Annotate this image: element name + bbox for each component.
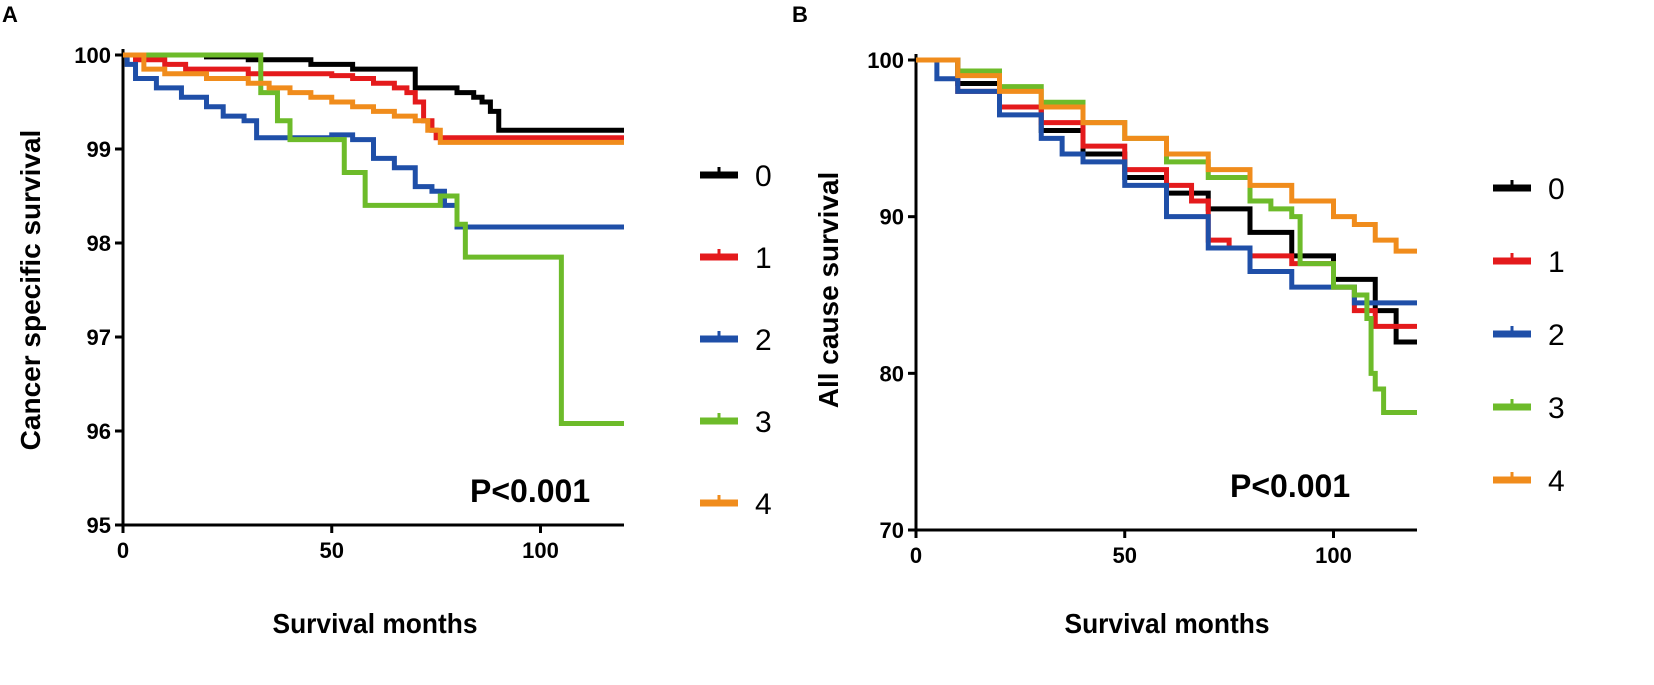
panel-a-x-tick-label: 0 xyxy=(117,538,129,563)
panel-b-y-tick-label: 80 xyxy=(880,361,904,386)
panel-a-legend-item-2: 2 xyxy=(700,324,772,357)
panel-a-y-tick-label: 100 xyxy=(74,43,111,68)
panel-a-y-tick-label: 98 xyxy=(87,231,111,256)
panel-a-legend-label: 1 xyxy=(755,242,772,275)
panel-a-legend-label: 0 xyxy=(755,160,772,193)
panel-a-x-tick-label: 100 xyxy=(522,538,559,563)
panel-a-pvalue: P<0.001 xyxy=(470,473,590,509)
panel-a-legend-item-4: 4 xyxy=(700,488,772,521)
panel-b-series-2-curve xyxy=(916,57,1417,306)
panel-b-y-tick-label: 70 xyxy=(880,518,904,543)
panel-a-y-tick-label: 96 xyxy=(87,419,111,444)
panel-b-plot-area: 70 80 90 100 0 50 100 xyxy=(867,48,1417,568)
panel-a-legend-label: 2 xyxy=(755,324,772,357)
panel-a-y-axis-title: Cancer specific survival xyxy=(15,130,46,451)
panel-a-legend-item-0: 0 xyxy=(700,160,772,193)
panel-b-y-tick-label: 100 xyxy=(867,48,904,73)
panel-b-x-tick-label: 100 xyxy=(1315,543,1352,568)
panel-b-x-tick-label: 50 xyxy=(1113,543,1137,568)
panel-b-pvalue: P<0.001 xyxy=(1230,468,1350,504)
panel-a-series-3-curve xyxy=(123,52,624,426)
panel-a-y-tick-label: 99 xyxy=(87,137,111,162)
panel-b-y-axis-title: All cause survival xyxy=(813,172,844,409)
panel-b-legend-label: 4 xyxy=(1548,465,1565,498)
panel-a-plot-area: 95 96 97 98 99 100 0 50 100 xyxy=(74,43,624,563)
panel-b-legend-item-0: 0 xyxy=(1493,173,1565,206)
panel-a-legend-item-1: 1 xyxy=(700,242,772,275)
panel-b-series-4-curve xyxy=(916,57,1417,254)
panel-a: A Cancer specific survival Survival mont… xyxy=(2,2,624,639)
panel-b-legend-label: 3 xyxy=(1548,392,1565,425)
panel-b-x-tick-label: 0 xyxy=(910,543,922,568)
panel-a-x-axis-title: Survival months xyxy=(273,608,478,639)
panel-a-legend-label: 3 xyxy=(755,406,772,439)
panel-b-x-axis-title: Survival months xyxy=(1065,608,1270,639)
panel-b-legend-item-2: 2 xyxy=(1493,319,1565,352)
panel-a-x-tick-label: 50 xyxy=(320,538,344,563)
panel-a-legend-item-3: 3 xyxy=(700,406,772,439)
panel-a-series-0-curve xyxy=(123,52,624,133)
panel-b-series-3-curve xyxy=(916,57,1417,415)
panel-a-y-tick-label: 97 xyxy=(87,325,111,350)
panel-b: B All cause survival Survival months P<0… xyxy=(792,2,1417,639)
panel-a-label: A xyxy=(2,2,18,27)
panel-a-legend-label: 4 xyxy=(755,488,772,521)
panel-a-legend: 0 1 2 3 4 xyxy=(700,160,772,521)
panel-b-legend-label: 0 xyxy=(1548,173,1565,206)
panel-b-legend-label: 1 xyxy=(1548,246,1565,279)
panel-b-y-tick-label: 90 xyxy=(880,205,904,230)
panel-b-legend-item-4: 4 xyxy=(1493,465,1565,498)
panel-b-legend-item-3: 3 xyxy=(1493,392,1565,425)
panel-b-label: B xyxy=(792,2,808,27)
panel-a-series-4-curve xyxy=(123,52,624,145)
panel-a-y-tick-label: 95 xyxy=(87,513,111,538)
panel-b-legend-label: 2 xyxy=(1548,319,1565,352)
panel-b-legend-item-1: 1 xyxy=(1493,246,1565,279)
panel-b-legend: 0 1 2 3 4 xyxy=(1493,173,1565,498)
